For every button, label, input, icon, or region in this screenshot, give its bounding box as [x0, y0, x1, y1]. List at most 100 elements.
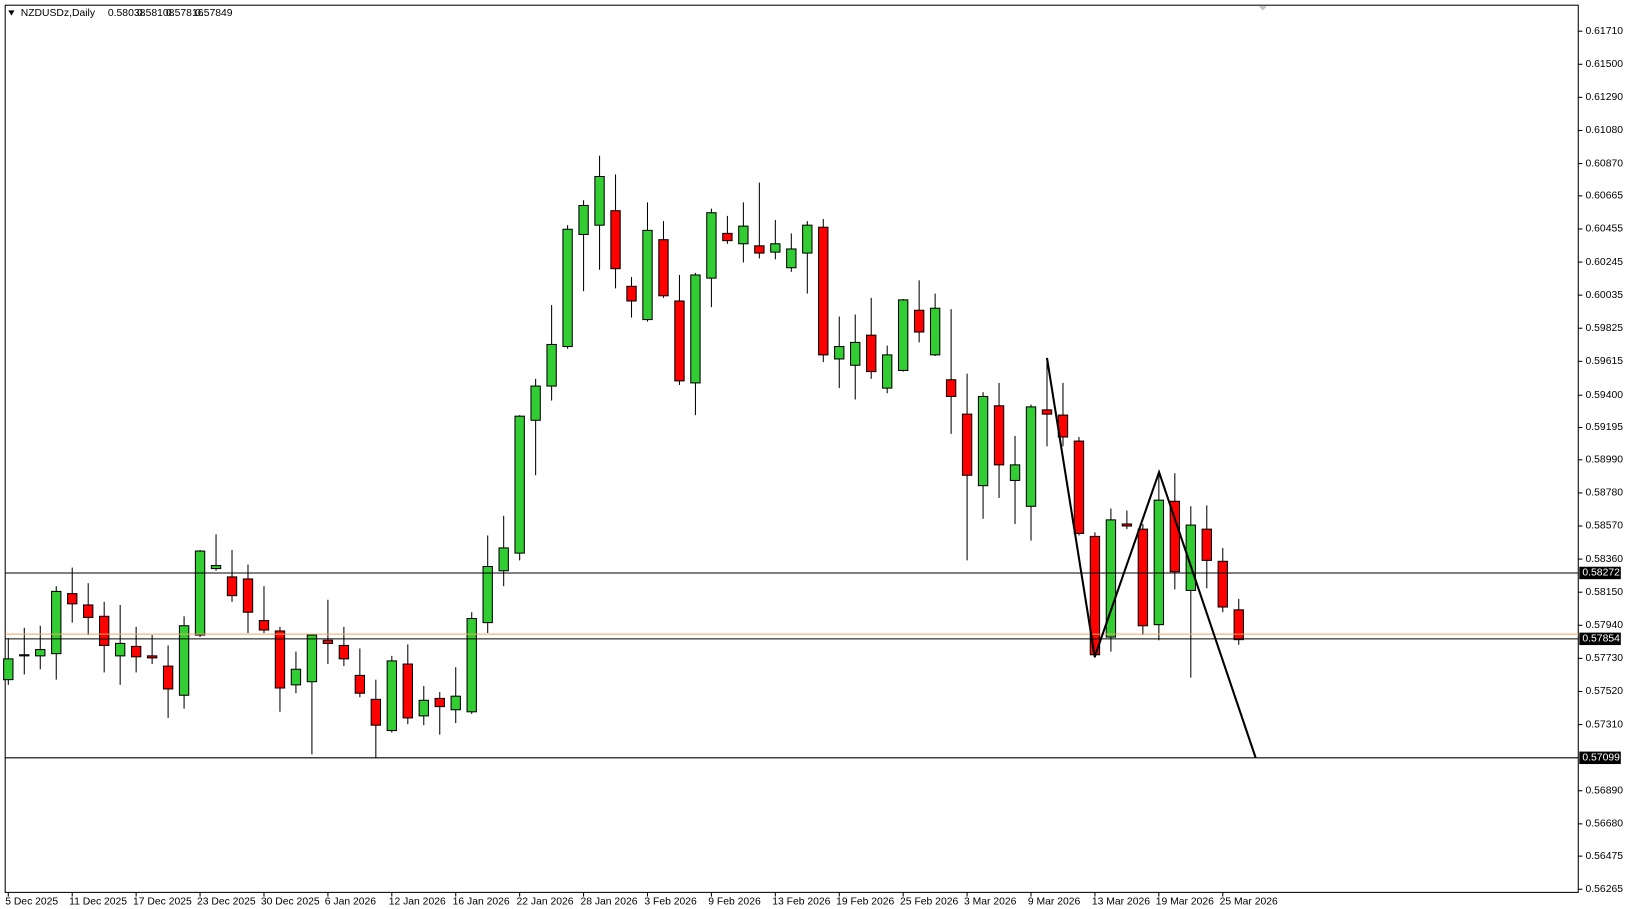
candle-body: [530, 385, 541, 421]
candle-body: [546, 343, 557, 387]
header-high: 0.58108: [137, 8, 175, 19]
x-tick-label: 3 Mar 2026: [964, 896, 1017, 907]
y-tick-label: 0.57940: [1586, 620, 1624, 631]
candle-body: [1105, 519, 1117, 638]
candle-body: [1121, 523, 1133, 527]
chart-title: NZDUSDz,Daily: [21, 8, 96, 19]
header-close: 0.57849: [195, 8, 233, 19]
candle-body: [578, 204, 589, 235]
candle-body: [130, 645, 142, 658]
candle-body: [83, 604, 94, 618]
candle-body: [674, 300, 685, 382]
x-tick-label: 13 Feb 2026: [772, 896, 830, 907]
candle-body: [370, 698, 382, 726]
candle-body: [338, 644, 350, 660]
candle-body: [818, 226, 829, 356]
x-tick-label: 19 Feb 2026: [836, 896, 894, 907]
candle-body: [242, 578, 254, 613]
plot-frame: [4, 4, 1579, 893]
candle-body: [210, 565, 222, 570]
x-tick-label: 25 Mar 2026: [1220, 896, 1278, 907]
candle-body: [1009, 464, 1021, 481]
y-tick-label: 0.58150: [1586, 587, 1624, 598]
candle-body: [450, 695, 461, 711]
candle-body: [929, 307, 941, 356]
level-label: 0.58272: [1582, 568, 1620, 579]
candle-body: [562, 228, 573, 348]
candle-body: [738, 225, 749, 245]
candle-body: [706, 212, 717, 279]
candle-body: [466, 617, 477, 713]
x-tick-label: 23 Dec 2025: [197, 896, 256, 907]
x-tick-label: 6 Jan 2026: [325, 896, 377, 907]
candle-body: [1153, 499, 1165, 626]
candle-body: [1201, 528, 1212, 561]
candle-body: [194, 550, 206, 636]
candle-body: [98, 615, 110, 646]
x-tick-label: 19 Mar 2026: [1156, 896, 1214, 907]
y-tick-label: 0.58990: [1586, 455, 1624, 466]
level-label: 0.57854: [1582, 634, 1620, 645]
shift-marker[interactable]: [1258, 6, 1267, 11]
x-tick-label: 22 Jan 2026: [517, 896, 574, 907]
header-open: 0.58038: [108, 8, 146, 19]
candle-body: [418, 699, 429, 717]
candle-body: [67, 593, 78, 605]
candle-body: [754, 245, 765, 254]
y-tick-label: 0.58570: [1586, 521, 1624, 532]
y-tick-label: 0.56890: [1586, 785, 1624, 796]
candle-body: [658, 239, 669, 297]
candle-body: [1169, 500, 1181, 573]
candle-body: [1137, 528, 1149, 627]
candle-body: [610, 210, 621, 270]
candle-body: [258, 620, 270, 631]
candle-body: [993, 405, 1005, 466]
candle-body: [897, 299, 909, 371]
candle-body: [626, 285, 637, 302]
candle-body: [146, 655, 158, 659]
candle-body: [722, 232, 733, 242]
y-tick-label: 0.61290: [1586, 92, 1624, 103]
candle-body: [690, 274, 701, 384]
level-label-box: [1579, 566, 1621, 580]
candle-body: [850, 341, 861, 366]
y-tick-label: 0.57310: [1586, 719, 1624, 730]
candle-body: [178, 625, 190, 696]
candle-body: [1073, 440, 1085, 534]
menu-arrow[interactable]: [8, 10, 15, 16]
y-tick-label: 0.58780: [1586, 488, 1624, 499]
x-tick-label: 11 Dec 2025: [69, 896, 127, 907]
candle-body: [594, 175, 605, 226]
candle-body: [290, 668, 302, 686]
candle-body: [482, 565, 493, 624]
x-tick-label: 9 Feb 2026: [708, 896, 761, 907]
trendline[interactable]: [1045, 357, 1257, 758]
y-tick-label: 0.58360: [1586, 554, 1624, 565]
x-tick-label: 5 Dec 2025: [5, 896, 58, 907]
candle-body: [802, 224, 813, 254]
y-tick-label: 0.61080: [1586, 125, 1624, 136]
y-tick-label: 0.60870: [1586, 158, 1624, 169]
x-tick-label: 25 Feb 2026: [900, 896, 958, 907]
level-label: 0.57099: [1582, 753, 1620, 764]
x-tick-label: 28 Jan 2026: [580, 896, 637, 907]
y-tick-label: 0.61500: [1586, 59, 1624, 70]
y-tick-label: 0.56680: [1586, 819, 1624, 830]
y-tick-label: 0.56265: [1586, 884, 1624, 895]
x-tick-label: 12 Jan 2026: [389, 896, 446, 907]
candle-body: [866, 334, 877, 373]
candle-body: [3, 658, 14, 681]
candle-body: [51, 590, 62, 655]
y-tick-label: 0.61710: [1586, 26, 1624, 37]
y-tick-label: 0.60035: [1586, 290, 1624, 301]
level-label-box: [1579, 632, 1621, 646]
x-tick-label: 17 Dec 2025: [133, 896, 192, 907]
candle-body: [402, 663, 413, 719]
x-tick-label: 3 Feb 2026: [644, 896, 697, 907]
y-tick-label: 0.59400: [1586, 390, 1624, 401]
candle-body: [1025, 406, 1037, 507]
y-tick-label: 0.59195: [1586, 422, 1624, 433]
y-tick-label: 0.60455: [1586, 224, 1624, 235]
candle-body: [642, 229, 653, 321]
